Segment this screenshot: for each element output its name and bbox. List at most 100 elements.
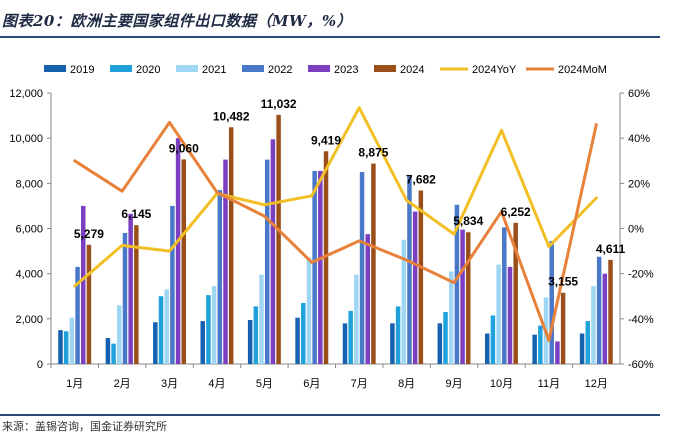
data-label-2024: 4,611	[596, 242, 626, 256]
legend-label-2019: 2019	[70, 64, 94, 76]
x-tick-label: 12月	[585, 378, 608, 390]
bar-2020	[585, 321, 591, 364]
bar-2020	[301, 303, 306, 364]
chart-title: 图表20：欧洲主要国家组件出口数据（MW，%）	[2, 12, 353, 30]
x-tick-label: 9月	[445, 378, 462, 390]
bar-2023	[507, 266, 513, 364]
y-left-tick-label: 0	[37, 359, 43, 371]
bar-2023	[223, 159, 228, 364]
bar-2022	[122, 233, 128, 364]
bar-2023	[128, 213, 133, 364]
bar-2024	[276, 114, 281, 365]
bar-2020	[158, 296, 164, 364]
y-right-tick-label: -60%	[628, 359, 654, 371]
bar-2024	[228, 127, 234, 365]
x-tick-label: 7月	[351, 378, 368, 390]
x-tick-label: 3月	[161, 378, 178, 390]
bar-2024	[418, 190, 424, 364]
x-tick-label: 2月	[114, 378, 131, 390]
bar-2022	[596, 256, 602, 364]
bar-2020	[395, 306, 401, 364]
bar-2023	[175, 138, 181, 364]
legend-label-2024MoM: 2024MoM	[558, 64, 607, 76]
x-tick-label: 6月	[303, 378, 320, 390]
bar-2024	[371, 163, 376, 364]
bar-2022	[359, 172, 365, 364]
bar-2022	[549, 240, 554, 364]
bar-2020	[443, 312, 448, 364]
data-label-2024: 11,032	[261, 97, 297, 111]
bar-2020	[538, 325, 543, 364]
y-right-tick-label: 0%	[628, 224, 644, 236]
legend-label-2024YoY: 2024YoY	[472, 64, 517, 76]
y-left-tick-label: 6,000	[15, 224, 43, 236]
bar-2023	[318, 170, 323, 364]
bar-2020	[206, 295, 211, 364]
x-tick-label: 8月	[398, 378, 415, 390]
bar-2022	[75, 266, 80, 364]
bar-2024	[513, 222, 518, 364]
legend: 2019 2020 2021 2022 2023 2024 2024YoY 2024MoM	[44, 64, 607, 76]
axes: 0 2,000 4,000 6,000 8,000 10,000 12,000 -60% -40…	[9, 88, 654, 390]
legend-label-2020: 2020	[136, 64, 160, 76]
bar-2020	[348, 310, 353, 364]
data-label-2024: 6,252	[501, 205, 531, 219]
data-labels: 5,279 6,145 9,060 10,482 11,032 9,419 8,875 7,6…	[74, 97, 626, 289]
bar-2020	[253, 306, 259, 364]
chart-canvas: 2019 2020 2021 2022 2023 2024 2024YoY 2024MoM 0…	[9, 64, 654, 390]
bar-2024	[181, 159, 187, 364]
legend-label-2023: 2023	[334, 64, 358, 76]
legend-swatch-2023	[308, 65, 330, 72]
x-tick-label: 10月	[490, 378, 513, 390]
bar-2022	[454, 204, 460, 364]
bar-2019	[390, 323, 395, 364]
lines	[73, 106, 598, 342]
y-right-tick-label: 40%	[628, 133, 650, 145]
x-tick-label: 11月	[538, 378, 560, 390]
bar-2021	[401, 239, 407, 364]
source-note: 来源：盖锡咨询，国金证券研究所	[2, 420, 167, 433]
bar-2020	[111, 343, 116, 364]
data-label-2024: 6,145	[121, 207, 151, 221]
bar-2019	[247, 319, 253, 364]
bar-2021	[354, 274, 359, 364]
bars	[58, 114, 613, 365]
data-label-2024: 5,279	[74, 227, 104, 241]
bar-2024	[560, 292, 566, 364]
bar-2021	[496, 264, 501, 364]
bar-2019	[200, 321, 205, 364]
legend-swatch-2022	[242, 65, 264, 72]
bar-2024	[608, 259, 613, 364]
data-label-2024: 3,155	[548, 275, 578, 289]
bar-2022	[407, 176, 412, 364]
bar-2023	[365, 234, 370, 364]
bar-2019	[484, 333, 490, 364]
legend-swatch-2019	[44, 65, 66, 72]
bar-2021	[211, 286, 217, 364]
y-right-tick-label: 60%	[628, 88, 650, 100]
bar-2019	[153, 322, 158, 364]
y-left-tick-label: 8,000	[15, 178, 43, 190]
data-label-2024: 8,875	[358, 146, 388, 160]
bar-2024	[323, 151, 329, 364]
data-label-2024: 9,419	[311, 133, 341, 147]
bar-2021	[164, 289, 169, 364]
y-right-tick-label: -20%	[628, 269, 654, 281]
bar-2021	[259, 274, 264, 364]
title-divider	[0, 36, 660, 38]
legend-label-2022: 2022	[268, 64, 292, 76]
legend-label-2021: 2021	[202, 64, 226, 76]
bar-2022	[502, 227, 507, 364]
bar-2023	[270, 139, 276, 364]
bar-2019	[295, 317, 300, 364]
line-2024MoM	[73, 120, 598, 342]
bar-2023	[80, 205, 86, 364]
y-left-tick-label: 10,000	[9, 133, 43, 145]
bar-2023	[460, 229, 465, 364]
bar-2024	[134, 225, 139, 364]
bar-2021	[591, 286, 596, 364]
bar-2020	[63, 331, 69, 364]
bar-2019	[342, 323, 348, 364]
bar-2022	[312, 170, 317, 364]
data-label-2024: 10,482	[213, 109, 250, 123]
